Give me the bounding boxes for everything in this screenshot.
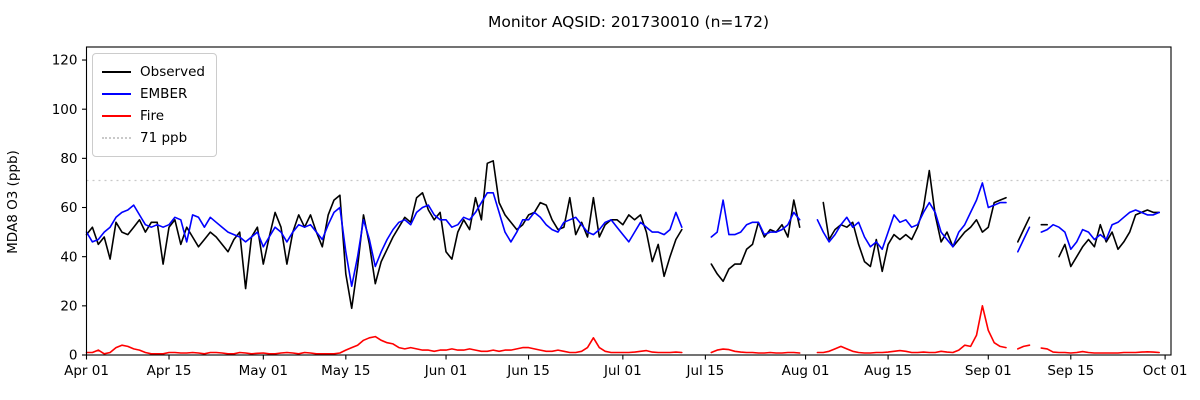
chart-title: Monitor AQSID: 201730010 (n=172) xyxy=(487,13,770,31)
series-fire xyxy=(710,348,801,354)
x-tick-label: May 15 xyxy=(321,363,370,379)
observed-line-swatch xyxy=(102,71,131,73)
series-fire xyxy=(816,304,1007,354)
series-ember xyxy=(816,182,1007,251)
legend-label: Fire xyxy=(140,108,165,124)
x-tick-label: Jun 01 xyxy=(424,363,468,379)
legend: Observed EMBER Fire 71 ppb xyxy=(92,53,217,157)
y-tick-label: 0 xyxy=(69,348,78,364)
x-tick-label: Aug 01 xyxy=(782,363,830,379)
series-observed xyxy=(1016,216,1031,243)
x-tick-label: Aug 15 xyxy=(864,363,912,379)
legend-label: Observed xyxy=(140,64,205,80)
plot-frame xyxy=(85,46,1172,356)
x-tick-label: Oct 01 xyxy=(1143,363,1188,379)
y-tick-label: 20 xyxy=(60,299,77,315)
series-ember xyxy=(1016,226,1031,253)
x-tick-label: Jul 15 xyxy=(685,363,724,379)
legend-item-ember: EMBER xyxy=(102,83,205,105)
x-tick-label: Jul 01 xyxy=(603,363,642,379)
threshold-line-swatch xyxy=(102,137,131,139)
x-tick-label: Apr 15 xyxy=(147,363,192,379)
fire-line-swatch xyxy=(102,115,131,117)
series-ember xyxy=(1040,209,1160,251)
y-tick-label: 100 xyxy=(52,102,78,118)
legend-item-fire: Fire xyxy=(102,105,205,127)
ember-line-swatch xyxy=(102,93,131,95)
legend-item-observed: Observed xyxy=(102,61,205,83)
y-tick-label: 80 xyxy=(60,151,77,167)
x-tick-label: May 01 xyxy=(239,363,288,379)
series-ember xyxy=(710,199,801,238)
x-tick-label: Apr 01 xyxy=(64,363,109,379)
legend-label: 71 ppb xyxy=(140,130,188,146)
series-ember xyxy=(85,192,683,288)
legend-item-threshold: 71 ppb xyxy=(102,127,205,149)
series-observed xyxy=(710,199,801,283)
x-tick-label: Sep 15 xyxy=(1047,363,1094,379)
y-tick-label: 40 xyxy=(60,249,77,265)
series-fire xyxy=(85,335,683,355)
series-observed xyxy=(1058,209,1160,268)
series-fire xyxy=(1040,347,1160,354)
x-tick-label: Jun 15 xyxy=(506,363,550,379)
series-fire xyxy=(1016,344,1031,350)
legend-label: EMBER xyxy=(140,86,188,102)
y-tick-label: 120 xyxy=(52,53,78,69)
x-tick-label: Sep 01 xyxy=(965,363,1012,379)
y-tick-label: 60 xyxy=(60,200,77,216)
series-observed xyxy=(822,169,1007,273)
